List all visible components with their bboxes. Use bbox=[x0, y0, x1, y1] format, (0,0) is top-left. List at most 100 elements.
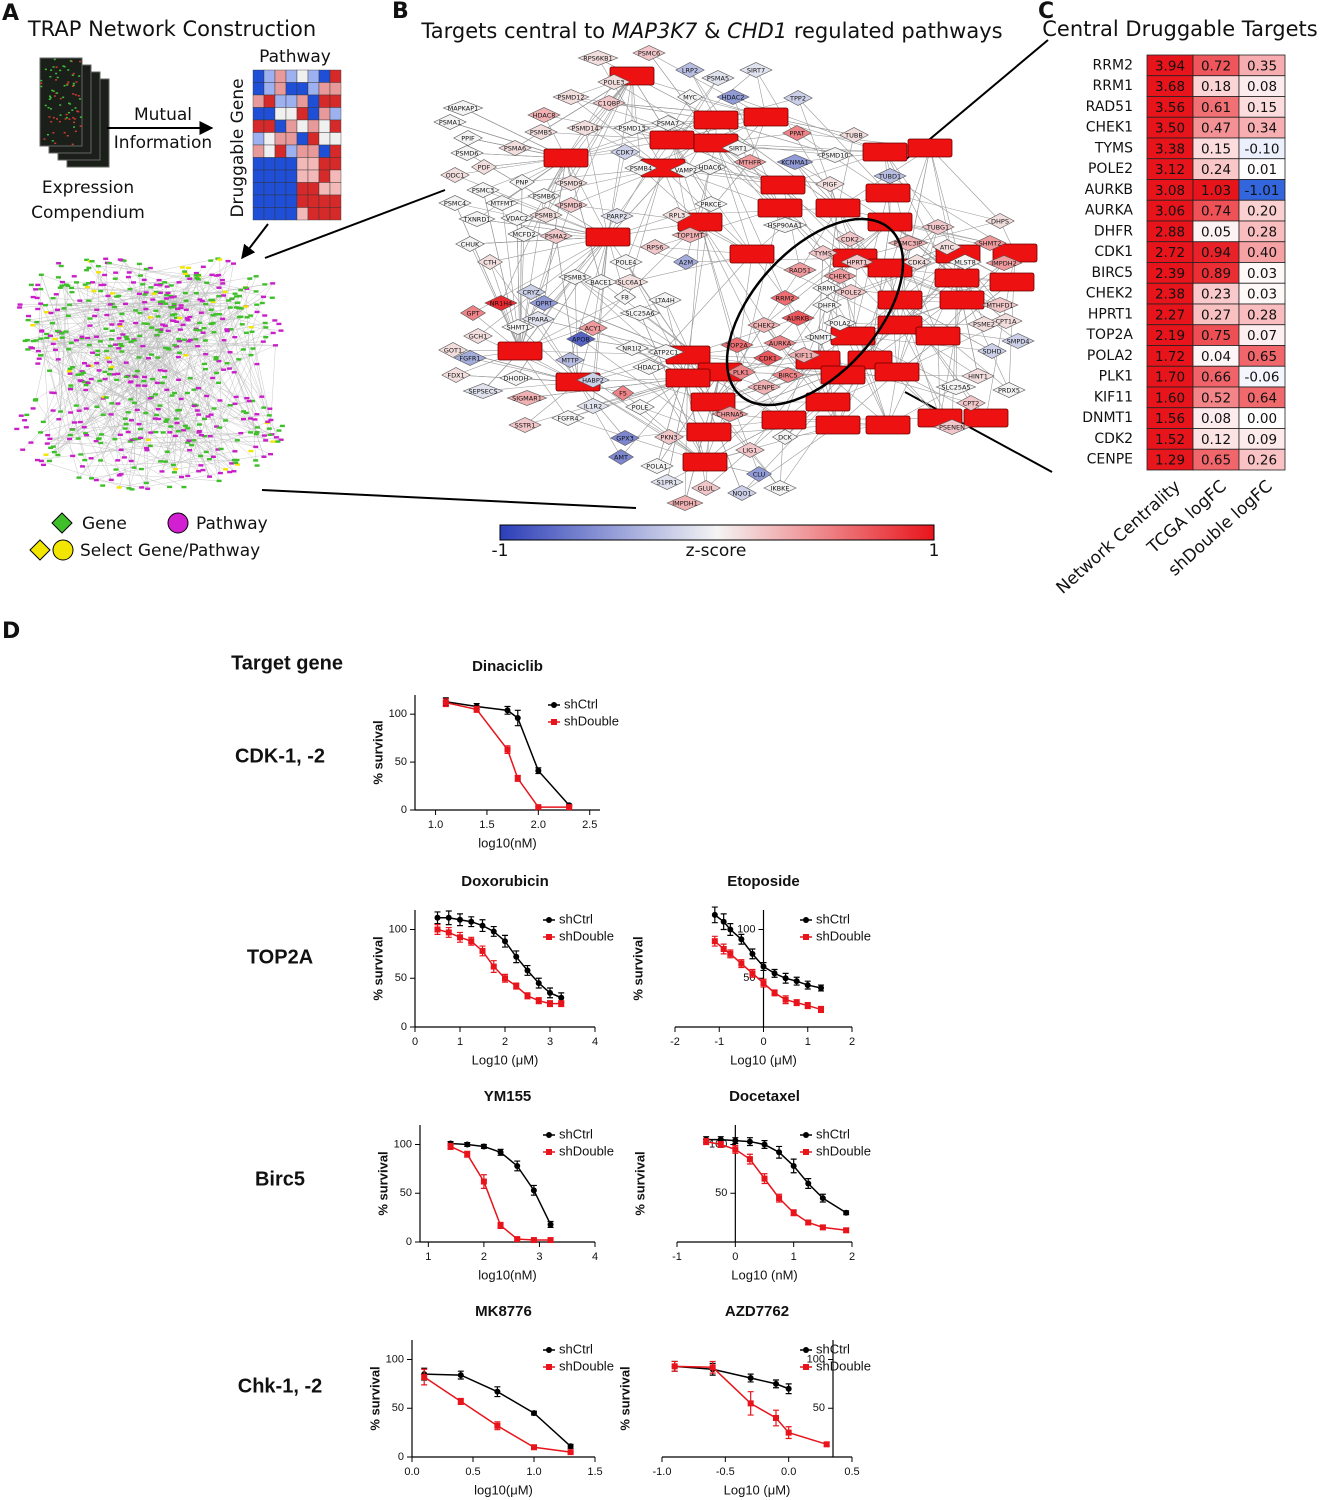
gene-node bbox=[529, 295, 559, 311]
hairball-node bbox=[25, 318, 31, 322]
hairball-node bbox=[210, 300, 216, 303]
data-point bbox=[566, 804, 573, 811]
hairball-node bbox=[213, 358, 219, 361]
y-tick-label: 50 bbox=[395, 972, 407, 984]
hairball-node bbox=[92, 314, 98, 318]
gene-node-label: CDK4 bbox=[908, 259, 926, 267]
network-edge bbox=[616, 139, 673, 217]
gene-node-label: PSMA6 bbox=[504, 145, 526, 153]
hairball-node bbox=[143, 481, 149, 485]
hairball-node bbox=[131, 401, 137, 405]
network-edge bbox=[631, 75, 642, 169]
cell-value: -1.01 bbox=[1245, 183, 1280, 199]
hairball-node bbox=[155, 315, 161, 318]
hairball-node bbox=[136, 262, 142, 266]
matrix-cell bbox=[318, 94, 331, 108]
hairball-node bbox=[235, 463, 241, 466]
hairball-edge bbox=[121, 321, 158, 383]
hairball-node bbox=[164, 418, 170, 421]
network-edge bbox=[565, 119, 717, 159]
hairball-edge bbox=[133, 282, 210, 477]
hairball-node bbox=[67, 437, 73, 441]
hairball-node bbox=[107, 344, 113, 348]
hairball-node bbox=[171, 319, 177, 323]
hairball-node bbox=[235, 301, 241, 304]
matrix-cell bbox=[329, 119, 342, 133]
gene-node bbox=[782, 125, 812, 141]
hairball-node bbox=[38, 431, 44, 434]
hairball-node bbox=[71, 275, 77, 278]
hairball-node bbox=[119, 344, 125, 348]
matrix-cell bbox=[252, 107, 265, 121]
hairball-node bbox=[123, 335, 129, 339]
matrix-cell bbox=[329, 82, 342, 96]
cell-value: 0.28 bbox=[1247, 307, 1277, 323]
colorbar-tick-label: -1 bbox=[492, 541, 509, 561]
title-part: MAP3K7 bbox=[612, 19, 698, 43]
hairball-edge bbox=[109, 262, 257, 292]
gene-node bbox=[625, 399, 655, 415]
hairball-node bbox=[102, 370, 108, 374]
hairball-node bbox=[95, 264, 101, 268]
hairball-node bbox=[164, 388, 170, 392]
hairball-edge bbox=[54, 272, 99, 453]
background-layer bbox=[14, 57, 342, 491]
title-part: & bbox=[697, 19, 727, 43]
hairball-edge bbox=[239, 295, 265, 316]
hairball-node bbox=[191, 388, 197, 391]
row-label: CDK2 bbox=[1094, 431, 1133, 447]
hairball-node bbox=[49, 321, 55, 325]
hairball-node bbox=[116, 337, 122, 340]
network-edge bbox=[648, 52, 767, 118]
expression-speck bbox=[52, 132, 55, 134]
gene-node-label: LRP2 bbox=[682, 67, 698, 75]
connector bbox=[261, 489, 637, 509]
gene-node-label: PLK1 bbox=[733, 369, 749, 377]
gene-node-label: DHFR bbox=[818, 302, 837, 310]
gene-node bbox=[948, 254, 982, 270]
cell-value: 0.34 bbox=[1247, 121, 1277, 137]
data-point bbox=[464, 1141, 471, 1148]
network-edge bbox=[671, 77, 719, 141]
hairball-node bbox=[210, 376, 216, 380]
hairball-edge bbox=[144, 294, 210, 477]
gene-node bbox=[762, 217, 808, 233]
hairball-node bbox=[96, 437, 102, 441]
hairball-node bbox=[169, 296, 175, 299]
hairball-node bbox=[98, 441, 104, 445]
hairball-node bbox=[144, 448, 150, 452]
hairball-node bbox=[204, 394, 210, 398]
hairball-edge bbox=[70, 389, 151, 433]
data-point bbox=[514, 1236, 521, 1243]
data-point bbox=[457, 1398, 464, 1405]
hairball-node bbox=[30, 407, 36, 410]
expression-speck bbox=[49, 96, 52, 99]
hairball-node bbox=[35, 307, 41, 311]
hairball-node bbox=[164, 293, 170, 297]
network-edge bbox=[613, 81, 717, 144]
hairball-node bbox=[151, 292, 157, 295]
hairball-node bbox=[50, 409, 56, 412]
data-point bbox=[746, 1156, 753, 1163]
pathway-node bbox=[743, 107, 789, 127]
hairball-node bbox=[186, 266, 192, 270]
x-tick-label: 0 bbox=[412, 1036, 418, 1048]
gene-node-label: PSMD14 bbox=[572, 125, 599, 133]
hairball-node bbox=[193, 338, 199, 341]
hairball-node bbox=[118, 448, 124, 451]
expression-speck bbox=[65, 113, 68, 116]
network-edge bbox=[648, 366, 706, 463]
hairball-node bbox=[137, 274, 143, 277]
hairball-node bbox=[182, 272, 188, 276]
matrix-cell bbox=[318, 169, 331, 183]
x-tick-label: 2.0 bbox=[531, 819, 546, 831]
hairball-node bbox=[79, 370, 85, 373]
cell-value: 0.61 bbox=[1201, 100, 1231, 116]
cell-value: 1.72 bbox=[1155, 349, 1185, 365]
gene-node bbox=[675, 62, 705, 78]
cell-value: 3.08 bbox=[1155, 183, 1185, 199]
hairball-node bbox=[87, 324, 93, 327]
hairball-node bbox=[175, 355, 181, 359]
hairball-node bbox=[117, 433, 123, 436]
pathway-node bbox=[820, 365, 866, 385]
